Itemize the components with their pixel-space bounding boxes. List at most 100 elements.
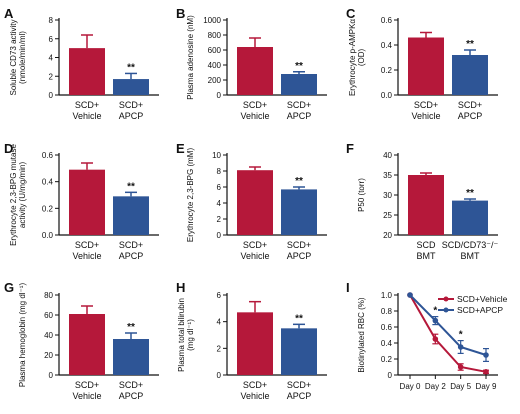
y-tick-label: 10 [212,151,221,160]
x-tick-label: SCD+ [75,240,99,250]
x-tick-label: SCD+ [243,240,267,250]
significance-mark: * [433,306,437,317]
y-tick-label: 0 [49,371,54,380]
x-tick-label: SCD+ [287,380,311,390]
panel-label: G [4,280,14,295]
x-tick-label: APCP [287,251,312,261]
y-tick-label: 6 [217,183,222,192]
y-tick-label: 40 [44,331,53,340]
significance-mark: ** [127,181,135,192]
y-tick-label: 0.4 [381,41,393,50]
y-tick-label: 35 [383,171,392,180]
y-tick-label: 60 [44,311,53,320]
panel-label: A [4,6,14,21]
x-tick-label: Day 9 [476,382,497,391]
significance-mark: ** [127,62,135,73]
legend-label: SCD+Vehicle [457,294,508,304]
x-tick-label: SCD+ [458,100,482,110]
y-tick-label: 0 [388,371,393,380]
y-tick-label: 0.6 [42,151,54,160]
y-axis-label: P50 (torr) [357,178,366,212]
x-tick-label: Vehicle [72,391,101,401]
y-tick-label: 40 [383,151,392,160]
x-tick-label: SCD+ [119,380,143,390]
y-tick-label: 600 [208,46,222,55]
y-axis-label: (nmole/min/ml) [18,31,27,84]
data-point [407,292,413,298]
x-tick-label: SCD [416,240,436,250]
bar [281,74,317,95]
bar [408,175,444,235]
x-tick-label: SCD+ [287,240,311,250]
y-axis-label: Biotinylated RBC (%) [357,297,366,372]
x-tick-label: BMT [417,251,437,261]
bar [237,47,273,95]
significance-mark: ** [295,313,303,324]
x-tick-label: APCP [287,391,312,401]
legend-label: SCD+APCP [457,305,503,315]
y-tick-label: 0.2 [381,355,393,364]
data-point [457,364,464,370]
y-tick-label: 400 [208,61,222,70]
bar [237,312,273,375]
x-tick-label: Vehicle [240,251,269,261]
y-tick-label: 0 [49,91,54,100]
data-point [483,369,489,375]
y-axis-label: activity (U/mg/min) [18,162,27,229]
data-point [457,344,464,350]
y-tick-label: 0 [217,371,222,380]
y-tick-label: 6 [49,35,54,44]
legend-marker [443,307,449,313]
y-axis-label: Plasma adenosine (nM) [186,15,195,100]
y-tick-label: 4 [217,318,222,327]
panel-g: G Plasma hemoglobin (mg dl⁻¹) 0 20 40 60 80 SCD… [4,280,159,401]
x-tick-label: Vehicle [411,111,440,121]
y-tick-label: 6 [217,291,222,300]
panel-h: H Plasma total bilirubin (mg dl⁻¹) 0 2 4 6 SCD+… [176,280,327,401]
y-tick-label: 1.0 [381,291,393,300]
bar [69,48,105,95]
x-tick-label: SCD+ [243,100,267,110]
y-axis-label: (mg dl⁻¹) [186,319,195,351]
legend-marker [443,296,449,302]
x-tick-label: APCP [119,391,144,401]
y-tick-label: 20 [383,231,392,240]
y-tick-label: 0 [217,91,222,100]
significance-mark: ** [127,322,135,333]
y-tick-label: 2 [49,72,54,81]
y-tick-label: 0.8 [381,307,393,316]
y-tick-label: 1000 [203,16,221,25]
significance-mark: ** [466,39,474,50]
x-tick-label: Vehicle [72,251,101,261]
bar [113,196,149,235]
y-tick-label: 0.4 [42,178,54,187]
bar [281,189,317,235]
y-tick-label: 4 [49,54,54,63]
x-tick-label: SCD+ [287,100,311,110]
significance-mark: ** [295,176,303,187]
series-line [409,294,487,373]
y-axis-label: Plasma total bilirubin [177,298,186,372]
x-tick-label: Vehicle [240,391,269,401]
y-tick-label: 4 [217,199,222,208]
y-tick-label: 200 [208,76,222,85]
panel-label: B [176,6,185,21]
significance-mark: ** [295,61,303,72]
bar [281,328,317,375]
y-tick-label: 30 [383,191,392,200]
y-tick-label: 0.4 [381,339,393,348]
y-tick-label: 8 [49,16,54,25]
data-point [483,352,489,358]
panel-label: H [176,280,185,295]
significance-mark: * [459,330,463,341]
y-axis-label: Soluble CD73 activity [9,19,18,95]
bar [113,339,149,375]
x-tick-label: SCD+ [119,240,143,250]
x-tick-label: SCD+ [119,100,143,110]
y-tick-label: 2 [217,215,222,224]
x-tick-label: APCP [119,111,144,121]
bar [113,79,149,95]
